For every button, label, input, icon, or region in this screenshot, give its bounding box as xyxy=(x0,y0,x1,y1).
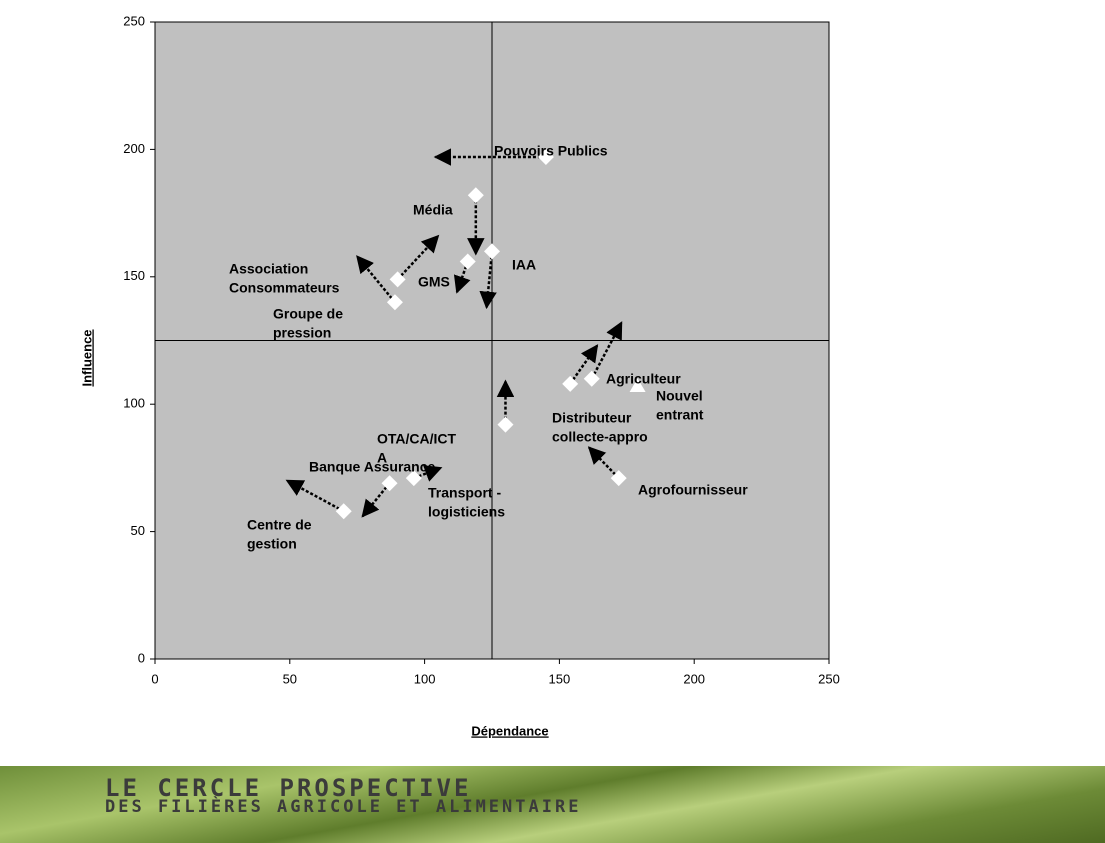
point-label: Consommateurs xyxy=(229,280,340,296)
trend-arrow xyxy=(285,479,345,513)
point xyxy=(497,416,514,433)
point-label: Distributeur xyxy=(552,410,632,426)
point-label: Agrofournisseur xyxy=(638,482,748,498)
point-label: Agriculteur xyxy=(606,371,681,387)
x-axis-title: Dépendance xyxy=(471,723,548,738)
point-label: Nouvel xyxy=(656,388,703,404)
point xyxy=(484,243,500,260)
point-label: pression xyxy=(273,325,331,341)
point xyxy=(562,375,579,392)
point xyxy=(381,475,398,492)
x-tick-label: 50 xyxy=(283,671,297,686)
trend-arrow xyxy=(361,482,391,518)
point xyxy=(629,378,646,392)
x-tick-label: 150 xyxy=(549,671,571,686)
x-tick-label: 100 xyxy=(414,671,436,686)
point xyxy=(335,503,352,520)
point-label: logisticiens xyxy=(428,504,505,520)
point-label: A xyxy=(377,450,387,466)
x-tick-label: 250 xyxy=(818,671,840,686)
y-tick-label: 100 xyxy=(123,396,145,411)
point-label: Association xyxy=(229,261,308,277)
point-label: IAA xyxy=(512,257,536,273)
x-tick-label: 0 xyxy=(151,671,158,686)
point xyxy=(389,271,406,288)
banner-subtitle: DES FILIÈRES AGRICOLE ET ALIMENTAIRE xyxy=(105,797,582,817)
y-tick-label: 150 xyxy=(123,268,145,283)
point-label: GMS xyxy=(418,274,450,290)
point-label: Groupe de xyxy=(273,306,343,322)
y-tick-label: 200 xyxy=(123,141,145,156)
trend-arrow xyxy=(479,251,497,310)
point-label: OTA/CA/ICT xyxy=(377,431,457,447)
point xyxy=(405,470,422,487)
point xyxy=(610,470,627,487)
banner-title: LE CERCLE PROSPECTIVE xyxy=(105,774,472,802)
point xyxy=(459,253,476,270)
x-tick-label: 200 xyxy=(683,671,705,686)
trend-arrow xyxy=(569,344,599,385)
point xyxy=(583,370,600,387)
y-tick-label: 50 xyxy=(131,523,145,538)
trend-arrow xyxy=(587,446,620,479)
trend-arrow xyxy=(590,321,623,380)
point-label: Centre de xyxy=(247,517,312,533)
point-label: Transport - xyxy=(428,485,501,501)
banner: LE CERCLE PROSPECTIVE DES FILIÈRES AGRIC… xyxy=(0,766,1105,843)
y-axis-title: Influence xyxy=(79,329,94,386)
point-label: gestion xyxy=(247,536,297,552)
point-label: entrant xyxy=(656,407,704,423)
y-tick-label: 0 xyxy=(138,650,145,665)
point-label: Pouvoirs Publics xyxy=(494,143,608,159)
y-tick-label: 250 xyxy=(123,13,145,28)
point xyxy=(386,294,403,311)
point-label: collecte-appro xyxy=(552,429,648,445)
point-label: Banque Assurance xyxy=(309,459,436,475)
point-label: Média xyxy=(413,202,453,218)
point xyxy=(467,187,484,204)
point xyxy=(537,149,554,166)
chart: Dépendance Influence 0 50 100 150 200 250 0 50 1… xyxy=(79,13,840,738)
